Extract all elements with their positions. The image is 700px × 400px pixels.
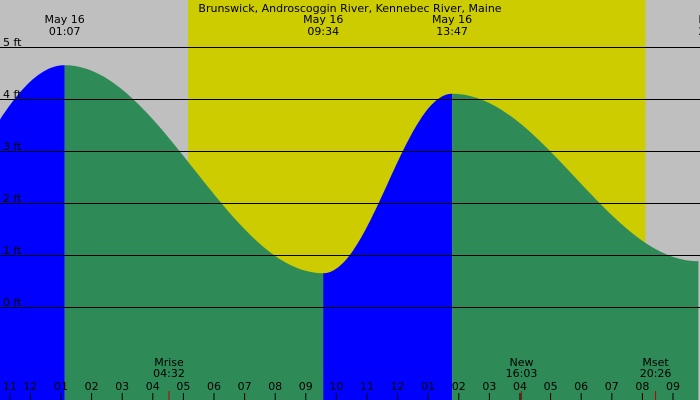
x-tick-label: 01 (421, 380, 435, 393)
x-tick-label: 12 (391, 380, 405, 393)
hour-axis: 11 12 01 02 03 04 05 06 07 08 09 10 11 12 01 02 03 04 05 06… (3, 380, 680, 400)
extreme-time-label: 09:34 (307, 25, 339, 38)
extreme-date-label: May (698, 13, 700, 26)
extreme-time-label: 21: (698, 25, 700, 38)
x-tick-label: 02 (85, 380, 99, 393)
event-name-label: Mrise (154, 356, 184, 369)
height-gridlines (0, 47, 700, 308)
height-axis-labels: 0 ft 1 ft 2 ft 3 ft 4 ft 5 ft (3, 36, 22, 309)
extreme-time-label: 01:07 (49, 25, 81, 38)
chart-title: Brunswick, Androscoggin River, Kennebec … (198, 2, 501, 15)
x-tick-label: 07 (605, 380, 619, 393)
rising-tide-area (0, 65, 65, 400)
x-tick-label: 05 (544, 380, 558, 393)
falling-tide-area (452, 93, 699, 400)
x-tick-label: 01 (54, 380, 68, 393)
rising-tide-area (323, 93, 453, 400)
y-tick-label: 5 ft (3, 36, 22, 49)
event-time-label: 04:32 (153, 367, 185, 380)
x-tick-label: 03 (482, 380, 496, 393)
x-tick-label: 04 (513, 380, 527, 393)
extreme-date-label: May 16 (45, 13, 85, 26)
x-tick-label: 09 (299, 380, 313, 393)
event-name-label: New (510, 356, 534, 369)
extreme-time-label: 13:47 (436, 25, 468, 38)
x-tick-label: 05 (176, 380, 190, 393)
x-tick-label: 09 (666, 380, 680, 393)
event-time-label: 16:03 (506, 367, 538, 380)
y-tick-label: 0 ft (3, 296, 22, 309)
x-tick-label: 04 (146, 380, 160, 393)
falling-tide-area (64, 65, 324, 400)
tide-areas (0, 65, 699, 400)
event-time-label: 20:26 (640, 367, 672, 380)
y-tick-label: 4 ft (3, 88, 22, 101)
x-tick-label: 06 (574, 380, 588, 393)
y-tick-label: 2 ft (3, 192, 22, 205)
extreme-date-label: May 16 (303, 13, 343, 26)
x-tick-label: 08 (268, 380, 282, 393)
x-tick-label: 12 (23, 380, 37, 393)
x-tick-label: 11 (3, 380, 17, 393)
x-tick-label: 10 (329, 380, 343, 393)
extreme-date-label: May 16 (432, 13, 472, 26)
y-tick-label: 3 ft (3, 140, 22, 153)
x-tick-label: 07 (238, 380, 252, 393)
x-tick-label: 06 (207, 380, 221, 393)
x-tick-label: 02 (452, 380, 466, 393)
x-tick-label: 11 (360, 380, 374, 393)
y-tick-label: 1 ft (3, 244, 22, 257)
x-tick-label: 08 (635, 380, 649, 393)
event-name-label: Mset (642, 356, 669, 369)
x-tick-label: 03 (115, 380, 129, 393)
